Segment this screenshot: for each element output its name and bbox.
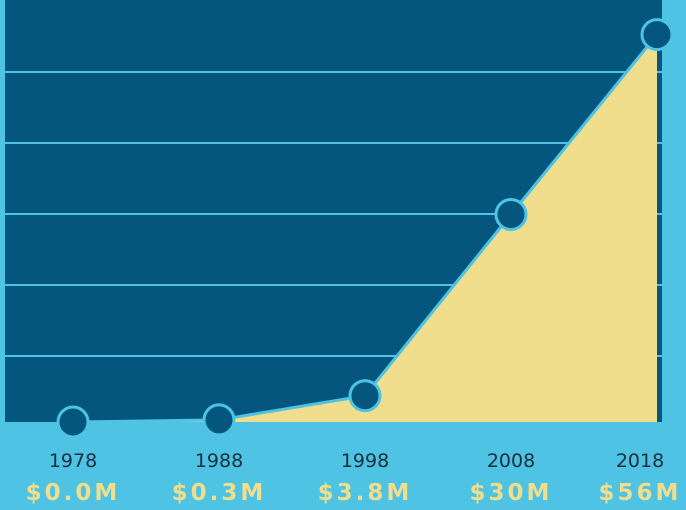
point bbox=[494, 197, 528, 231]
value-label: $0.3M bbox=[172, 480, 267, 506]
point bbox=[202, 403, 236, 437]
x-tick-label: 1988 bbox=[195, 450, 243, 472]
area bbox=[5, 34, 657, 423]
x-tick-label: 1978 bbox=[49, 450, 97, 472]
x-tick-label: 2018 bbox=[616, 450, 664, 472]
value-label: $30M bbox=[470, 480, 553, 506]
value-label: $0.0M bbox=[26, 480, 121, 506]
x-tick-label: 2008 bbox=[487, 450, 535, 472]
point bbox=[348, 379, 382, 413]
value-label: $3.8M bbox=[318, 480, 413, 506]
value-label: $56M bbox=[599, 480, 682, 506]
x-tick-label: 1998 bbox=[341, 450, 389, 472]
point bbox=[640, 18, 674, 52]
point bbox=[56, 405, 90, 439]
